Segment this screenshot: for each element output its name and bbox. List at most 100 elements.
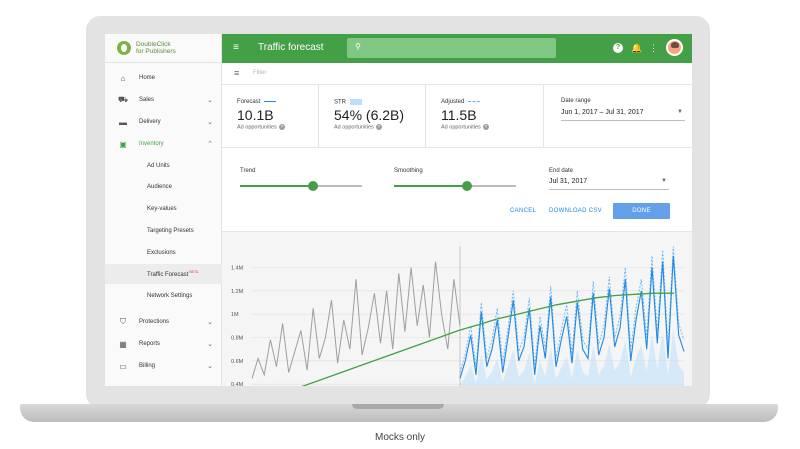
chevron-down-icon: ⌄ xyxy=(207,97,213,104)
end-date-select[interactable]: Jul 31, 2017 ▼ xyxy=(549,178,669,190)
done-button[interactable]: DONE xyxy=(613,203,670,219)
smoothing-slider-thumb[interactable] xyxy=(462,181,473,191)
sidebar-item-exclusions[interactable]: Exclusions xyxy=(105,243,222,263)
trend-slider-thumb[interactable] xyxy=(308,181,319,191)
sidebar-item-ad-units[interactable]: Ad Units xyxy=(105,156,222,176)
stats-row: Forecast 10.1B Ad opportunities? STR 54%… xyxy=(222,85,692,148)
forecast-sub-text: Ad opportunities xyxy=(237,124,277,131)
date-range-value: Jun 1, 2017 – Jul 31, 2017 xyxy=(561,109,644,116)
help-icon[interactable]: ? xyxy=(375,124,382,130)
trend-label: Trend xyxy=(240,168,256,174)
date-range-label: Date range xyxy=(561,98,591,104)
traffic-forecast-label: Traffic Forecast xyxy=(147,272,189,278)
sidebar-item-reports[interactable]: ▦ Reports ⌄ xyxy=(105,334,222,354)
trend-slider[interactable] xyxy=(240,181,362,191)
forecast-value: 10.1B xyxy=(237,107,274,123)
cancel-button[interactable]: CANCEL xyxy=(510,208,537,214)
sidebar-item-label: Network Settings xyxy=(147,293,193,299)
sidebar-item-label: Home xyxy=(139,75,156,81)
forecast-card: Forecast 10.1B Ad opportunities? xyxy=(222,85,319,148)
smoothing-label: Smoothing xyxy=(394,168,423,174)
filter-input[interactable]: Filter xyxy=(253,70,267,76)
sidebar-item-label: Traffic ForecastBETA xyxy=(147,270,198,278)
adjusted-card: Adjusted 11.5B Ad opportunities? xyxy=(426,85,544,148)
dropdown-caret-icon: ▼ xyxy=(661,178,667,184)
sidebar: DoubleClick for Publishers ⌂ Home ⛟ Sale… xyxy=(105,34,222,386)
str-label-text: STR xyxy=(334,99,346,106)
brand[interactable]: DoubleClick for Publishers xyxy=(105,34,221,63)
sidebar-item-label: Reports xyxy=(139,341,161,347)
app-screen: DoubleClick for Publishers ⌂ Home ⛟ Sale… xyxy=(105,34,692,386)
sidebar-item-audience[interactable]: Audience xyxy=(105,177,222,197)
sidebar-item-label: Ad Units xyxy=(147,163,170,169)
chevron-up-icon: ⌃ xyxy=(207,141,213,148)
doubleclick-logo-icon xyxy=(117,41,131,55)
cart-icon: ⛟ xyxy=(117,95,129,104)
end-date-label: End date xyxy=(549,168,574,174)
sidebar-item-label: Inventory xyxy=(139,141,164,147)
sidebar-item-delivery[interactable]: ▬ Delivery ⌄ xyxy=(105,112,222,132)
help-icon[interactable]: ? xyxy=(482,124,489,130)
reports-icon: ▦ xyxy=(119,339,127,349)
avatar[interactable] xyxy=(666,39,683,56)
forecast-series-line xyxy=(459,255,685,379)
chevron-down-icon: ⌄ xyxy=(207,119,213,126)
y-tick-label: 1.4M xyxy=(231,266,244,272)
filter-bar[interactable]: ≡ Filter xyxy=(222,63,692,85)
brand-line-2: for Publishers xyxy=(136,48,176,55)
adjusted-legend-swatch xyxy=(468,100,481,102)
sidebar-item-key-values[interactable]: Key-values xyxy=(105,199,222,219)
truck-icon: ▬ xyxy=(119,117,127,127)
str-label: STR xyxy=(334,99,362,106)
download-csv-button[interactable]: DOWNLOAD CSV xyxy=(549,208,602,214)
str-band-area xyxy=(460,329,684,386)
traffic-chart: 1.4M 1.2M 1M 0.8M 0.6M 0.4M xyxy=(222,232,692,386)
brand-line-1: DoubleClick xyxy=(136,41,171,48)
sidebar-item-inventory[interactable]: ▣ Inventory ⌃ xyxy=(105,134,222,154)
dropdown-caret-icon: ▼ xyxy=(677,109,683,115)
sidebar-item-traffic-forecast[interactable]: Traffic ForecastBETA xyxy=(105,264,222,284)
history-series-line xyxy=(251,261,461,379)
adjusted-label-text: Adjusted xyxy=(441,99,465,105)
sidebar-item-targeting-presets[interactable]: Targeting Presets xyxy=(105,221,222,241)
bell-icon[interactable]: 🔔 xyxy=(631,43,643,53)
trend-line xyxy=(301,292,674,386)
sidebar-item-network-settings[interactable]: Network Settings xyxy=(105,286,222,306)
more-vert-icon[interactable]: ⋮ xyxy=(649,43,658,53)
sidebar-item-label: Sales xyxy=(139,97,155,103)
billing-icon: ▭ xyxy=(119,361,127,371)
chevron-down-icon: ⌄ xyxy=(207,341,213,348)
smoothing-slider-fill xyxy=(394,185,468,187)
sidebar-item-label: Targeting Presets xyxy=(147,228,194,234)
adjusted-label: Adjusted xyxy=(441,99,481,105)
sidebar-item-label: Audience xyxy=(147,184,173,190)
home-icon: ⌂ xyxy=(120,73,126,83)
sidebar-item-label: Exclusions xyxy=(147,250,176,256)
help-icon[interactable]: ? xyxy=(278,124,285,130)
help-icon[interactable]: ? xyxy=(613,43,623,53)
sidebar-item-billing[interactable]: ▭ Billing ⌄ xyxy=(105,356,222,376)
sidebar-item-sales[interactable]: ⛟ Sales ⌄ xyxy=(105,90,222,110)
adjusted-sub-text: Ad opportunities xyxy=(441,124,481,131)
sidebar-item-label: Key-values xyxy=(147,206,177,212)
page-title: Traffic forecast xyxy=(258,42,324,53)
top-app-bar: ≡ Traffic forecast ⚲ ? 🔔 ⋮ xyxy=(222,34,692,63)
filter-icon[interactable]: ≡ xyxy=(234,68,240,78)
forecast-label: Forecast xyxy=(237,99,277,105)
trend-slider-fill xyxy=(240,185,314,187)
search-input[interactable]: ⚲ xyxy=(347,38,556,58)
adjusted-series-line xyxy=(459,246,685,373)
laptop-base xyxy=(20,404,778,422)
shield-icon: ⛉ xyxy=(120,317,126,326)
date-range-select[interactable]: Jun 1, 2017 – Jul 31, 2017 ▼ xyxy=(561,109,685,121)
sidebar-item-home[interactable]: ⌂ Home xyxy=(105,68,222,88)
menu-icon[interactable]: ≡ xyxy=(233,42,239,53)
sidebar-item-protections[interactable]: ⛉ Protections ⌄ xyxy=(105,312,222,332)
traffic-chart-svg: 1.4M 1.2M 1M 0.8M 0.6M 0.4M xyxy=(231,246,685,386)
sidebar-item-label: Billing xyxy=(139,363,156,369)
str-card: STR 54% (6.2B) Ad opportunities? xyxy=(319,85,426,148)
forecast-subtitle: Ad opportunities? xyxy=(237,124,285,130)
smoothing-slider[interactable] xyxy=(394,181,516,191)
y-tick-label: 0.8M xyxy=(231,336,244,342)
brand-text: DoubleClick for Publishers xyxy=(136,41,176,55)
